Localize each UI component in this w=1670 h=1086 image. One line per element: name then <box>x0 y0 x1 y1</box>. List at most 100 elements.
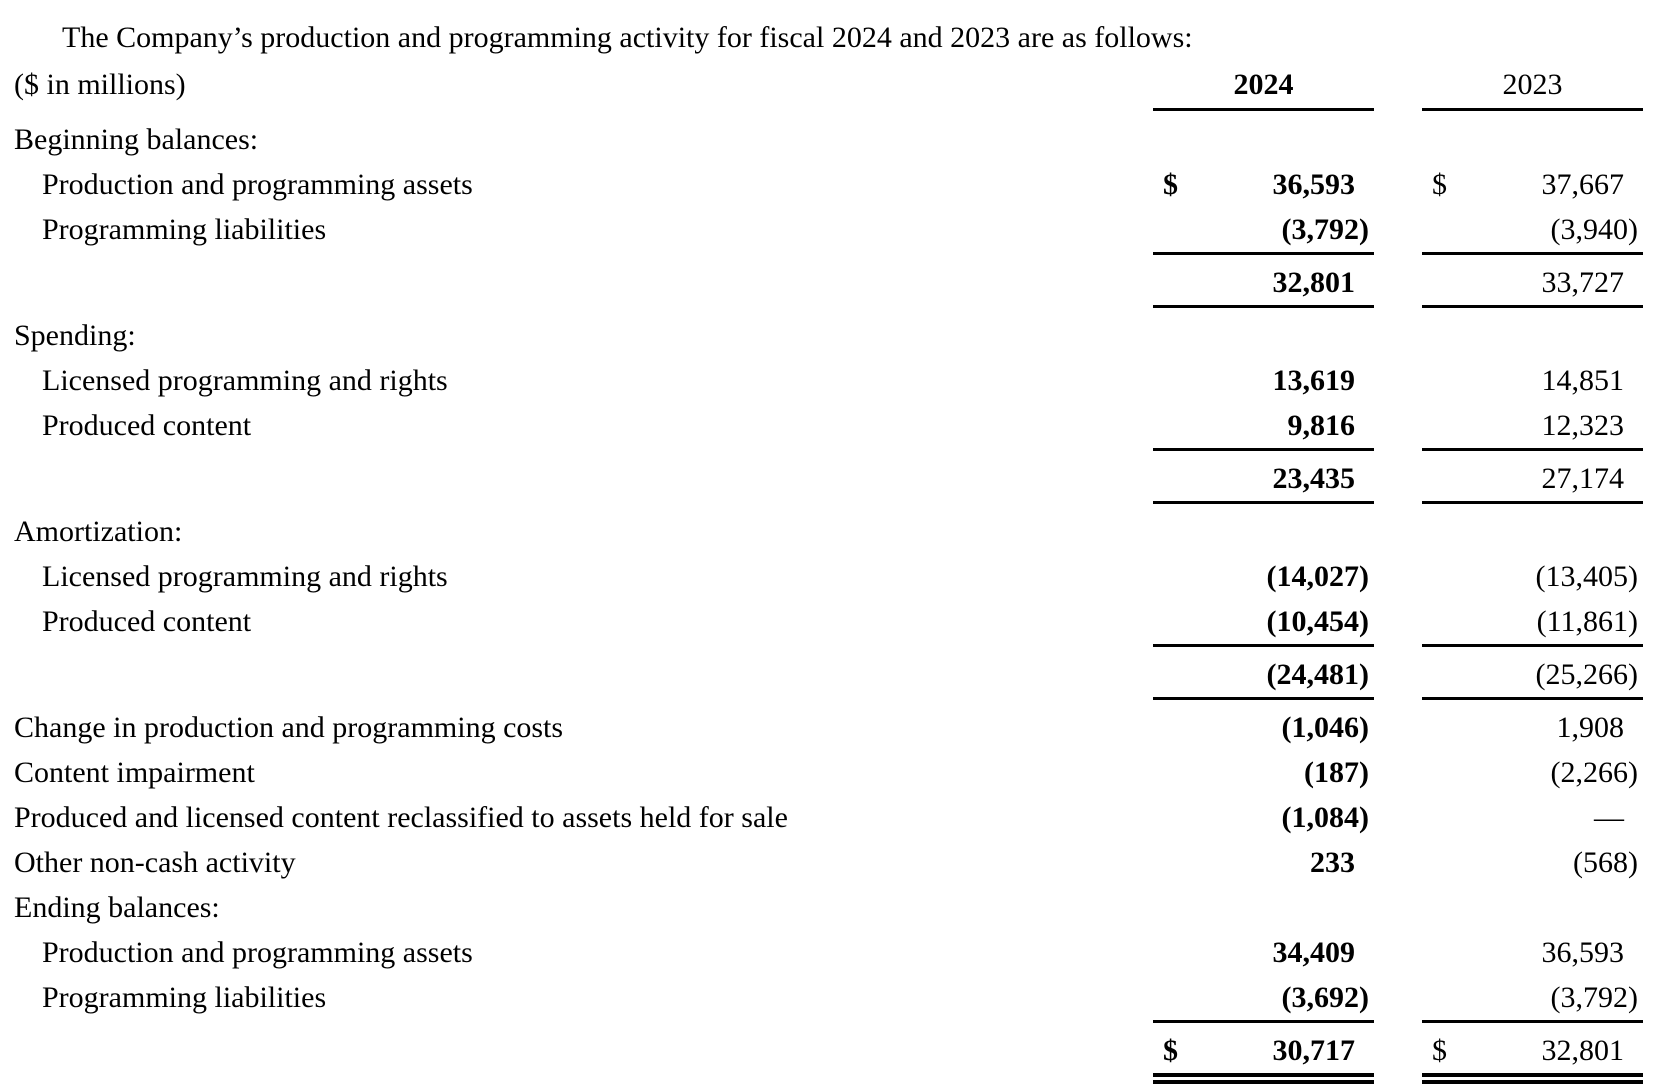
row-label: Beginning balances: <box>14 123 259 156</box>
cell-2024: (14,027) <box>1153 554 1374 599</box>
column-gap <box>1374 117 1422 162</box>
right-margin <box>1643 313 1670 358</box>
cell-2023: (2,266) <box>1422 750 1643 795</box>
table-row: Licensed programming and rights (14,027)… <box>0 554 1670 599</box>
column-gap <box>1374 207 1422 255</box>
row-label: Programming liabilities <box>42 213 327 246</box>
column-gap <box>1374 313 1422 358</box>
value-2023: (568) <box>1573 846 1638 879</box>
right-margin <box>1643 207 1670 255</box>
table-row: (24,481) (25,266) <box>0 652 1670 700</box>
row-label: Spending: <box>14 319 136 352</box>
column-gap <box>1374 260 1422 308</box>
cell-2024 <box>1153 313 1374 358</box>
table-row: Other non-cash activity 233 (568) <box>0 840 1670 885</box>
value-2024: (3,692) <box>1281 981 1369 1014</box>
cell-2024: (1,084) <box>1153 795 1374 840</box>
column-gap <box>1374 930 1422 975</box>
cell-2024: (3,792) <box>1153 207 1374 255</box>
column-gap <box>1374 554 1422 599</box>
cell-2023: (568) <box>1422 840 1643 885</box>
value-2024: 32,801 <box>1272 266 1356 299</box>
value-2024: 36,593 <box>1272 168 1356 201</box>
value-2024: 13,619 <box>1272 364 1356 397</box>
row-label: Change in production and programming cos… <box>14 711 564 744</box>
row-label: Licensed programming and rights <box>42 364 448 397</box>
right-margin <box>1643 403 1670 451</box>
table-row: Programming liabilities (3,692) (3,792) <box>0 975 1670 1023</box>
cell-2023: 1,908 <box>1422 705 1643 750</box>
value-2023: — <box>1594 801 1624 834</box>
table-header-row: ($ in millions) 2024 2023 <box>0 62 1670 111</box>
column-gap <box>1374 705 1422 750</box>
cell-2024: (24,481) <box>1153 652 1374 700</box>
value-2024: (10,454) <box>1266 605 1369 638</box>
cell-2023 <box>1422 885 1643 930</box>
cell-2023: (25,266) <box>1422 652 1643 700</box>
row-label: Produced and licensed content reclassifi… <box>14 801 788 834</box>
right-margin <box>1643 456 1670 504</box>
value-2024: (1,084) <box>1281 801 1369 834</box>
right-margin <box>1643 599 1670 647</box>
row-label <box>0 456 1153 504</box>
cell-2023 <box>1422 313 1643 358</box>
cell-2023: $37,667 <box>1422 162 1643 207</box>
table-row: Production and programming assets 34,409… <box>0 930 1670 975</box>
cell-2024: 32,801 <box>1153 260 1374 308</box>
row-label <box>0 1028 1153 1084</box>
value-2024: (3,792) <box>1281 213 1369 246</box>
value-2023: 14,851 <box>1541 364 1625 397</box>
financial-table-body: Beginning balances: Production and progr… <box>0 117 1670 1084</box>
cell-2024: $36,593 <box>1153 162 1374 207</box>
cell-2023: 27,174 <box>1422 456 1643 504</box>
table-row: $30,717 $32,801 <box>0 1028 1670 1084</box>
right-margin <box>1643 885 1670 930</box>
table-row: Produced content (10,454) (11,861) <box>0 599 1670 647</box>
value-2023: (3,940) <box>1550 213 1638 246</box>
right-margin <box>1643 62 1670 111</box>
row-label: Programming liabilities <box>42 981 327 1014</box>
column-gap <box>1374 456 1422 504</box>
right-margin <box>1643 260 1670 308</box>
right-margin <box>1643 117 1670 162</box>
dollar-sign-2023: $ <box>1432 168 1447 201</box>
value-2024: (14,027) <box>1266 560 1369 593</box>
right-margin <box>1643 930 1670 975</box>
financial-table: ($ in millions) 2024 2023 Beginning bala… <box>0 62 1670 1084</box>
table-row: Licensed programming and rights 13,619 1… <box>0 358 1670 403</box>
cell-2023: (13,405) <box>1422 554 1643 599</box>
value-2024: (1,046) <box>1281 711 1369 744</box>
column-gap <box>1374 599 1422 647</box>
dollar-sign-2024: $ <box>1163 168 1178 201</box>
value-2023: 32,801 <box>1541 1034 1625 1067</box>
column-gap <box>1374 652 1422 700</box>
column-header-2024: 2024 <box>1153 62 1374 111</box>
column-gap <box>1374 795 1422 840</box>
right-margin <box>1643 975 1670 1023</box>
row-label: Produced content <box>42 605 252 638</box>
cell-2023: 36,593 <box>1422 930 1643 975</box>
cell-2024: (187) <box>1153 750 1374 795</box>
table-row: Content impairment (187) (2,266) <box>0 750 1670 795</box>
cell-2023: (3,940) <box>1422 207 1643 255</box>
row-label <box>0 652 1153 700</box>
cell-2023: 14,851 <box>1422 358 1643 403</box>
cell-2023: 12,323 <box>1422 403 1643 451</box>
column-gap <box>1374 358 1422 403</box>
right-margin <box>1643 1028 1670 1084</box>
table-row: Ending balances: <box>0 885 1670 930</box>
cell-2023: — <box>1422 795 1643 840</box>
row-label: Content impairment <box>14 756 255 789</box>
table-row: Change in production and programming cos… <box>0 705 1670 750</box>
table-row: 32,801 33,727 <box>0 260 1670 308</box>
value-2023: 33,727 <box>1541 266 1625 299</box>
table-row: Beginning balances: <box>0 117 1670 162</box>
table-row: Produced content 9,816 12,323 <box>0 403 1670 451</box>
row-label: Production and programming assets <box>42 168 473 201</box>
cell-2024: 9,816 <box>1153 403 1374 451</box>
right-margin <box>1643 358 1670 403</box>
right-margin <box>1643 509 1670 554</box>
value-2024: 9,816 <box>1287 409 1356 442</box>
cell-2023: 33,727 <box>1422 260 1643 308</box>
